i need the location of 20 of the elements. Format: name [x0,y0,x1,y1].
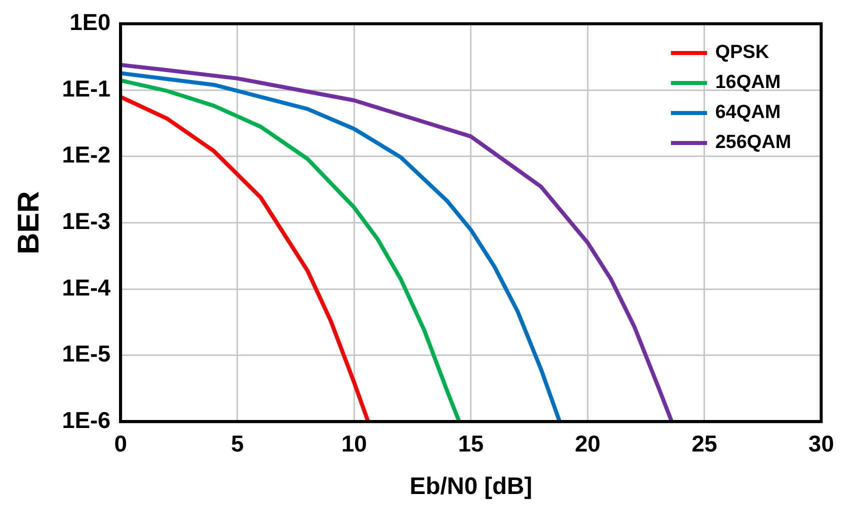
x-tick-label: 25 [692,430,718,457]
x-tick-label: 30 [808,430,834,457]
y-tick-label: 1E-5 [62,340,111,367]
x-tick-label: 20 [574,430,600,457]
y-tick-label: 1E-2 [62,142,111,168]
y-tick-label: 1E-6 [62,406,111,433]
x-tick-label: 15 [458,430,484,457]
legend-label: QPSK [715,42,770,64]
y-axis-title: BER [12,190,46,254]
x-axis-title: Eb/N0 [dB] [410,473,532,500]
y-tick-label: 1E-4 [62,274,111,300]
y-tick-label: 1E-3 [62,208,111,234]
x-tick-label: 10 [341,430,367,457]
legend-label: 16QAM [715,72,781,94]
legend-label: 256QAM [715,132,792,154]
y-tick-label: 1E-1 [62,75,111,102]
x-tick-label: 0 [114,430,127,457]
y-tick-label: 1E0 [70,9,111,36]
legend-label: 64QAM [715,102,781,124]
x-tick-label: 5 [230,430,244,457]
